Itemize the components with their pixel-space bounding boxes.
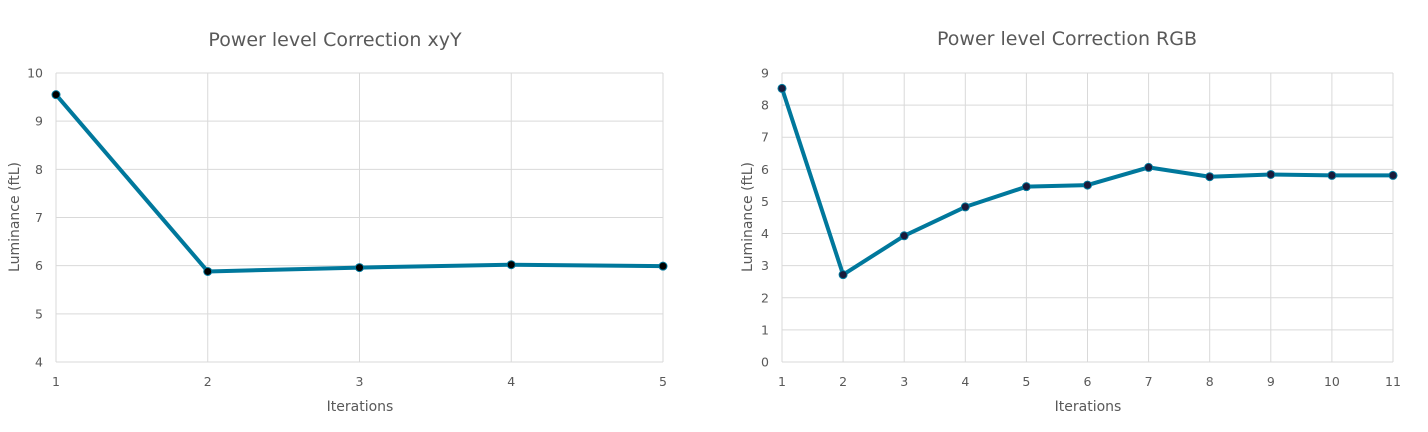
x-tick-label: 10 [1324, 374, 1340, 389]
chart-xyy: Power level Correction xyY Iterations Lu… [7, 29, 668, 415]
y-tick-label: 1 [761, 322, 769, 337]
y-tick-label: 9 [761, 66, 769, 81]
x-tick-label: 4 [961, 374, 969, 389]
x-tick-label: 11 [1385, 374, 1401, 389]
chart-title: Power level Correction RGB [937, 28, 1197, 50]
y-tick-label: 3 [761, 258, 769, 273]
data-point [1021, 182, 1031, 192]
x-tick-label: 5 [659, 374, 667, 389]
y-tick-label: 10 [27, 66, 43, 81]
y-tick-label: 0 [761, 355, 769, 370]
x-tick-label: 5 [1022, 374, 1030, 389]
data-point [203, 266, 213, 276]
x-axis-label: Iterations [1055, 399, 1122, 415]
data-point [1144, 162, 1154, 172]
x-tick-label: 1 [52, 374, 60, 389]
data-point [838, 270, 848, 280]
chart-title: Power level Correction xyY [208, 29, 462, 51]
x-tick-label: 8 [1206, 374, 1214, 389]
data-point [51, 90, 61, 100]
y-tick-label: 9 [35, 114, 43, 129]
data-point [1083, 180, 1092, 190]
y-tick-label: 8 [35, 162, 43, 177]
x-tick-label: 6 [1084, 374, 1092, 389]
y-tick-label: 2 [761, 290, 769, 305]
x-tick-label: 7 [1145, 374, 1153, 389]
x-tick-label: 1 [778, 374, 786, 389]
x-tick-label: 9 [1267, 374, 1275, 389]
y-tick-label: 6 [761, 162, 769, 177]
y-axis-label: Luminance (ftL) [7, 162, 23, 272]
y-axis-label: Luminance (ftL) [740, 162, 756, 272]
x-tick-label: 3 [356, 374, 364, 389]
y-tick-label: 5 [761, 194, 769, 209]
y-tick-label: 7 [761, 130, 769, 145]
x-tick-label: 2 [839, 374, 847, 389]
data-point [355, 263, 364, 273]
x-tick-label: 3 [900, 374, 908, 389]
chart-rgb: Power level Correction RGB Iterations Lu… [740, 28, 1401, 415]
y-tick-label: 8 [761, 98, 769, 113]
x-tick-label: 4 [507, 374, 515, 389]
data-point [1388, 170, 1398, 180]
y-tick-label: 5 [35, 306, 43, 321]
data-point [899, 231, 909, 241]
data-point [1327, 170, 1337, 180]
y-tick-label: 4 [35, 355, 43, 370]
y-tick-label: 7 [35, 210, 43, 225]
data-point [960, 202, 970, 212]
y-tick-label: 4 [761, 226, 769, 241]
data-point [1266, 169, 1276, 179]
x-axis-label: Iterations [327, 399, 394, 415]
data-point [1205, 172, 1215, 182]
data-point [658, 261, 668, 271]
y-tick-label: 6 [35, 258, 43, 273]
data-point [777, 83, 787, 93]
x-tick-label: 2 [204, 374, 212, 389]
data-point [506, 260, 516, 270]
